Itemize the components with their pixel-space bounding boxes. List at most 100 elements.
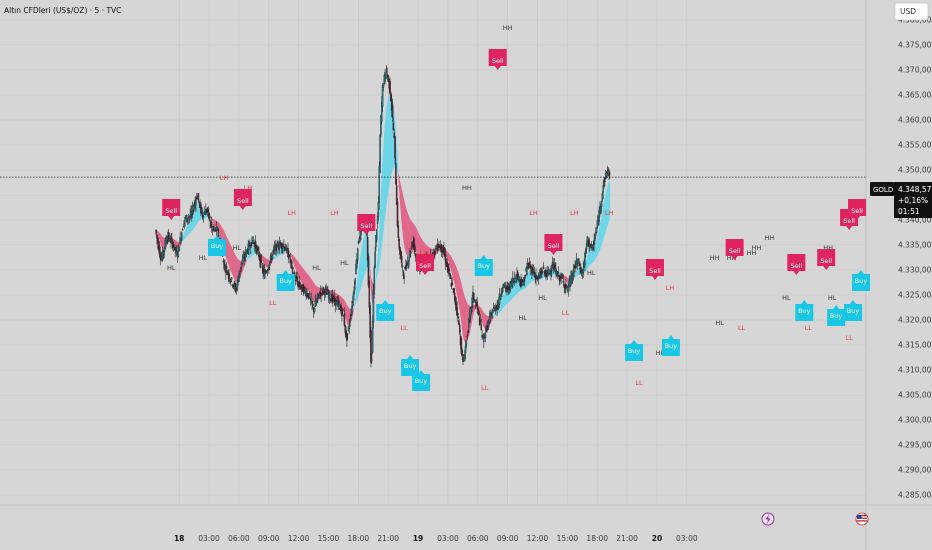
candle-body: [434, 251, 436, 255]
candle-body: [234, 283, 236, 287]
candle-body: [582, 268, 585, 274]
candle-body: [458, 324, 461, 333]
candle-body: [316, 298, 318, 303]
signal-markers: Buy Buy Buy Buy Buy Buy Buy Buy Buy Buy Buy Buy Sell…: [162, 49, 871, 391]
candle-body: [192, 210, 195, 212]
candle-body: [411, 243, 414, 246]
candle-body: [548, 272, 551, 274]
candle-body: [547, 269, 550, 275]
candle-body: [546, 270, 548, 272]
x-tick-label: 03:00: [437, 534, 459, 543]
y-tick-label: 4.355,000: [898, 141, 932, 150]
candle-body: [562, 280, 565, 283]
candle-body: [171, 237, 173, 241]
candle-body: [478, 310, 480, 315]
candle-body: [473, 300, 476, 302]
buy-marker: [276, 270, 295, 291]
y-tick-label: 4.330,000: [898, 266, 932, 275]
candle-body: [393, 132, 395, 138]
candle-body: [407, 262, 410, 266]
candle-body: [198, 202, 200, 204]
currency-badge[interactable]: USD: [894, 2, 929, 21]
bar-countdown: 01:51: [898, 207, 920, 216]
candle-body: [181, 229, 184, 231]
pivot-label: LH: [570, 209, 579, 217]
candle-body: [371, 321, 374, 353]
candle-body: [376, 229, 378, 241]
candle-body: [576, 260, 579, 264]
candle-body: [188, 216, 191, 218]
pivot-label: HH: [727, 254, 737, 262]
candle-body: [381, 85, 384, 107]
pivot-label: HL: [587, 269, 596, 277]
candle-body: [470, 307, 473, 309]
buy-signal: Buy: [474, 255, 493, 276]
candle-body: [488, 316, 491, 323]
candle-body: [322, 291, 324, 293]
signal-label: Buy: [847, 307, 860, 315]
candle-body: [318, 295, 321, 298]
candle-body: [499, 295, 502, 300]
candle-body: [241, 259, 244, 265]
pivot-label: HL: [233, 244, 242, 252]
pivot-label: HH: [710, 254, 720, 262]
time-axis[interactable]: 18 03:00 06:00 09:00 12:00 15:00 18:00 21:00 19 0…: [174, 534, 698, 543]
candle-body: [448, 267, 450, 272]
event-icon-us-flag[interactable]: [855, 512, 869, 526]
candle-body: [183, 220, 186, 224]
candle-body: [609, 173, 611, 175]
signal-label: Sell: [419, 262, 431, 270]
pivot-label: HL: [199, 254, 208, 262]
buy-signal: Buy: [401, 355, 420, 376]
candle-body: [469, 307, 472, 317]
candle-body: [501, 291, 503, 294]
candle-body: [231, 284, 234, 286]
candle-body: [410, 251, 412, 255]
pivot-label: LL: [635, 379, 643, 387]
sell-marker: [544, 234, 563, 255]
candle-body: [242, 256, 244, 258]
candle-body: [502, 287, 504, 292]
candle-body: [390, 92, 392, 101]
candle-body: [580, 268, 583, 274]
buy-signal: Buy: [827, 305, 846, 326]
candle-body: [313, 308, 316, 312]
sell-signal: Sell: [488, 49, 507, 70]
candle-body: [213, 229, 215, 231]
x-tick-label: 09:00: [258, 534, 280, 543]
candle-body: [202, 215, 205, 218]
pivot-label: LH: [666, 284, 675, 292]
candle-body: [340, 305, 342, 311]
candle-body: [377, 202, 380, 217]
y-tick-label: 4.290,000: [898, 466, 932, 475]
candle-body: [401, 265, 404, 267]
candle-body: [343, 313, 346, 326]
sell-marker: [787, 254, 806, 275]
candle-body: [473, 293, 475, 301]
candle-body: [346, 333, 349, 335]
candle-body: [577, 258, 580, 260]
candle-body: [168, 235, 171, 238]
candle-body: [607, 169, 609, 172]
buy-marker: [827, 305, 846, 326]
candle-body: [350, 314, 352, 316]
x-tick-label: 20: [652, 534, 662, 543]
pivot-label: LL: [481, 384, 489, 392]
pivot-label: LH: [529, 209, 538, 217]
signal-label: Buy: [404, 362, 417, 370]
x-tick-label: 06:00: [228, 534, 250, 543]
sell-signal: Sell: [544, 234, 563, 255]
signal-label: Buy: [798, 307, 811, 315]
candle-body: [175, 248, 177, 251]
candle-body: [272, 250, 274, 254]
candle-body: [453, 288, 455, 293]
candle-body: [581, 272, 584, 276]
buy-marker: [376, 300, 395, 321]
sell-signal: Sell: [162, 199, 181, 220]
candle-body: [545, 273, 547, 278]
event-icon-lightning[interactable]: [761, 512, 775, 526]
buy-marker: [474, 255, 493, 276]
pivot-label: LH: [287, 209, 296, 217]
